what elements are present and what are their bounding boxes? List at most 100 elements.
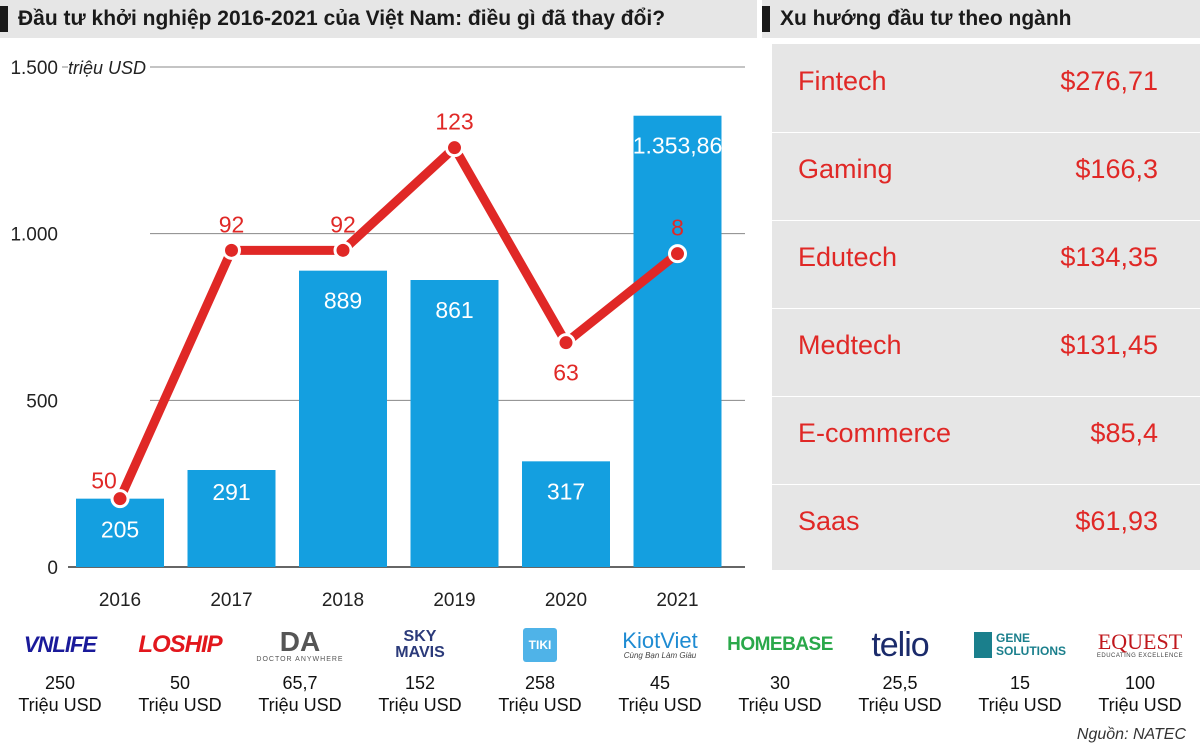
x-tick-label: 2018 — [322, 590, 364, 611]
investment-chart: 0 500 1.000 1.500 triệu USD 2016 2017 2018 2019 2… — [10, 58, 745, 611]
company-vnlife: VNLIFE 250 Triệu USD — [0, 620, 120, 725]
bar — [633, 115, 722, 568]
x-tick-label: 2017 — [210, 590, 252, 611]
line-point — [668, 244, 687, 264]
company-telio: telio 25,5 Triệu USD — [840, 620, 960, 725]
chart-header: Đầu tư khởi nghiệp 2016-2021 của Việt Na… — [0, 0, 757, 38]
company-unit: Triệu USD — [858, 695, 942, 715]
x-tick-label: 2019 — [433, 590, 475, 611]
company-kiotviet: KiotViet Cùng Bạn Làm Giàu 45 Triệu USD — [600, 620, 720, 725]
company-unit: Triệu USD — [378, 695, 462, 715]
sector-row-medtech: Medtech $131,45 — [772, 308, 1200, 397]
company-unit: Triệu USD — [18, 695, 102, 715]
bar-value-label: 861 — [435, 297, 473, 323]
company-unit: Triệu USD — [978, 695, 1062, 715]
line-value-label: 50 — [91, 468, 117, 494]
sector-title: Xu hướng đầu tư theo ngành — [780, 7, 1072, 30]
line-value-label: 63 — [553, 360, 579, 386]
y-tick-label: 1.500 — [10, 58, 58, 79]
y-tick-label: 500 — [26, 391, 58, 412]
sector-name: Gaming — [798, 154, 893, 184]
company-amount: 100 — [1124, 673, 1156, 693]
sector-row-gaming: Gaming $166,3 — [772, 132, 1200, 221]
company-amount: 25,5 — [882, 673, 918, 693]
bar-value-label: 889 — [324, 288, 362, 314]
company-amount: 250 — [44, 673, 76, 693]
company-amount: 45 — [649, 673, 671, 693]
equest-logo: EQUEST EDUCATING EXCELLENCE — [1096, 629, 1184, 660]
line-value-label: 123 — [435, 109, 473, 135]
bar — [76, 498, 164, 567]
company-unit: Triệu USD — [138, 695, 222, 715]
sector-name: Fintech — [798, 66, 887, 96]
company-loship: LOSHIP 50 Triệu USD — [120, 620, 240, 725]
company-amount: 152 — [404, 673, 436, 693]
sector-row-saas: Saas $61,93 — [772, 484, 1200, 572]
y-tick-label: 1.000 — [10, 225, 58, 246]
deal-count-line — [115, 143, 682, 504]
company-list: VNLIFE 250 Triệu USD LOSHIP 50 Triệu USD… — [0, 620, 1200, 725]
sector-value: $131,45 — [1060, 330, 1158, 360]
source-note: Nguồn: NATEC — [1076, 726, 1186, 743]
gene-icon — [973, 632, 992, 658]
bar — [299, 270, 387, 567]
sector-row-ecommerce: E-commerce $85,4 — [772, 396, 1200, 485]
company-tiki: TIKI 258 Triệu USD — [480, 620, 600, 725]
company-unit: Triệu USD — [498, 695, 582, 715]
sector-header: Xu hướng đầu tư theo ngành — [762, 0, 1200, 38]
company-unit: Triệu USD — [258, 695, 342, 715]
line-value-label: 92 — [330, 211, 356, 237]
bar — [522, 461, 610, 567]
company-gene-solutions: GENE SOLUTIONS 15 Triệu USD — [960, 620, 1080, 725]
sky-mavis-logo: SKY MAVIS — [395, 628, 445, 661]
gene-solutions-logo: GENE SOLUTIONS — [960, 620, 1080, 670]
y-axis-label: triệu USD — [68, 58, 146, 78]
telio-logo: telio — [871, 625, 929, 664]
bar-value-label: 291 — [212, 479, 250, 505]
company-doctor-anywhere: DA DOCTOR ANYWHERE 65,7 Triệu USD — [240, 620, 360, 725]
header-marker — [0, 6, 8, 32]
sector-panel: Fintech $276,71 Gaming $166,3 Edutech $1… — [772, 44, 1200, 570]
sector-row-fintech: Fintech $276,71 — [772, 44, 1200, 133]
company-equest: EQUEST EDUCATING EXCELLENCE 100 Triệu US… — [1080, 620, 1200, 725]
company-amount: 50 — [169, 673, 191, 693]
sector-name: E-commerce — [798, 418, 952, 448]
company-amount: 30 — [769, 673, 791, 693]
sector-name: Edutech — [798, 242, 898, 272]
bar-value-label: 1.353,86 — [633, 133, 723, 159]
bar — [187, 470, 276, 567]
header-marker — [762, 6, 770, 32]
sector-name: Saas — [798, 506, 860, 536]
sector-value: $85,4 — [1090, 418, 1158, 448]
homebase-logo: HOMEBASE — [727, 634, 833, 655]
bar-value-label: 205 — [101, 517, 139, 543]
doctor-anywhere-logo: DA DOCTOR ANYWHERE — [256, 625, 344, 663]
y-tick-label: 0 — [47, 558, 58, 579]
sector-value: $166,3 — [1075, 154, 1158, 184]
company-amount: 65,7 — [282, 673, 318, 693]
company-unit: Triệu USD — [738, 695, 822, 715]
bar — [410, 280, 499, 567]
line-point — [556, 333, 576, 353]
company-sky-mavis: SKY MAVIS 152 Triệu USD — [360, 620, 480, 725]
loship-logo: LOSHIP — [138, 631, 222, 658]
chart-title: Đầu tư khởi nghiệp 2016-2021 của Việt Na… — [18, 7, 666, 30]
line-point — [110, 489, 130, 509]
line-point — [222, 240, 241, 260]
sector-value: $276,71 — [1060, 66, 1158, 96]
company-amount: 15 — [1009, 673, 1031, 693]
tiki-logo: TIKI — [523, 628, 557, 662]
sector-name: Medtech — [798, 330, 902, 360]
company-homebase: HOMEBASE 30 Triệu USD — [720, 620, 840, 725]
sector-row-edutech: Edutech $134,35 — [772, 220, 1200, 309]
line-value-label: 92 — [219, 211, 245, 237]
kiotviet-logo: KiotViet Cùng Bạn Làm Giàu — [622, 628, 698, 660]
company-unit: Triệu USD — [1098, 695, 1182, 715]
sector-value: $134,35 — [1060, 242, 1158, 272]
company-unit: Triệu USD — [618, 695, 702, 715]
bar-value-label: 317 — [547, 478, 585, 504]
sector-value: $61,93 — [1075, 506, 1158, 536]
x-tick-label: 2021 — [656, 590, 698, 611]
x-tick-label: 2020 — [545, 590, 587, 611]
tiki-logo-wrap: TIKI — [480, 620, 600, 670]
